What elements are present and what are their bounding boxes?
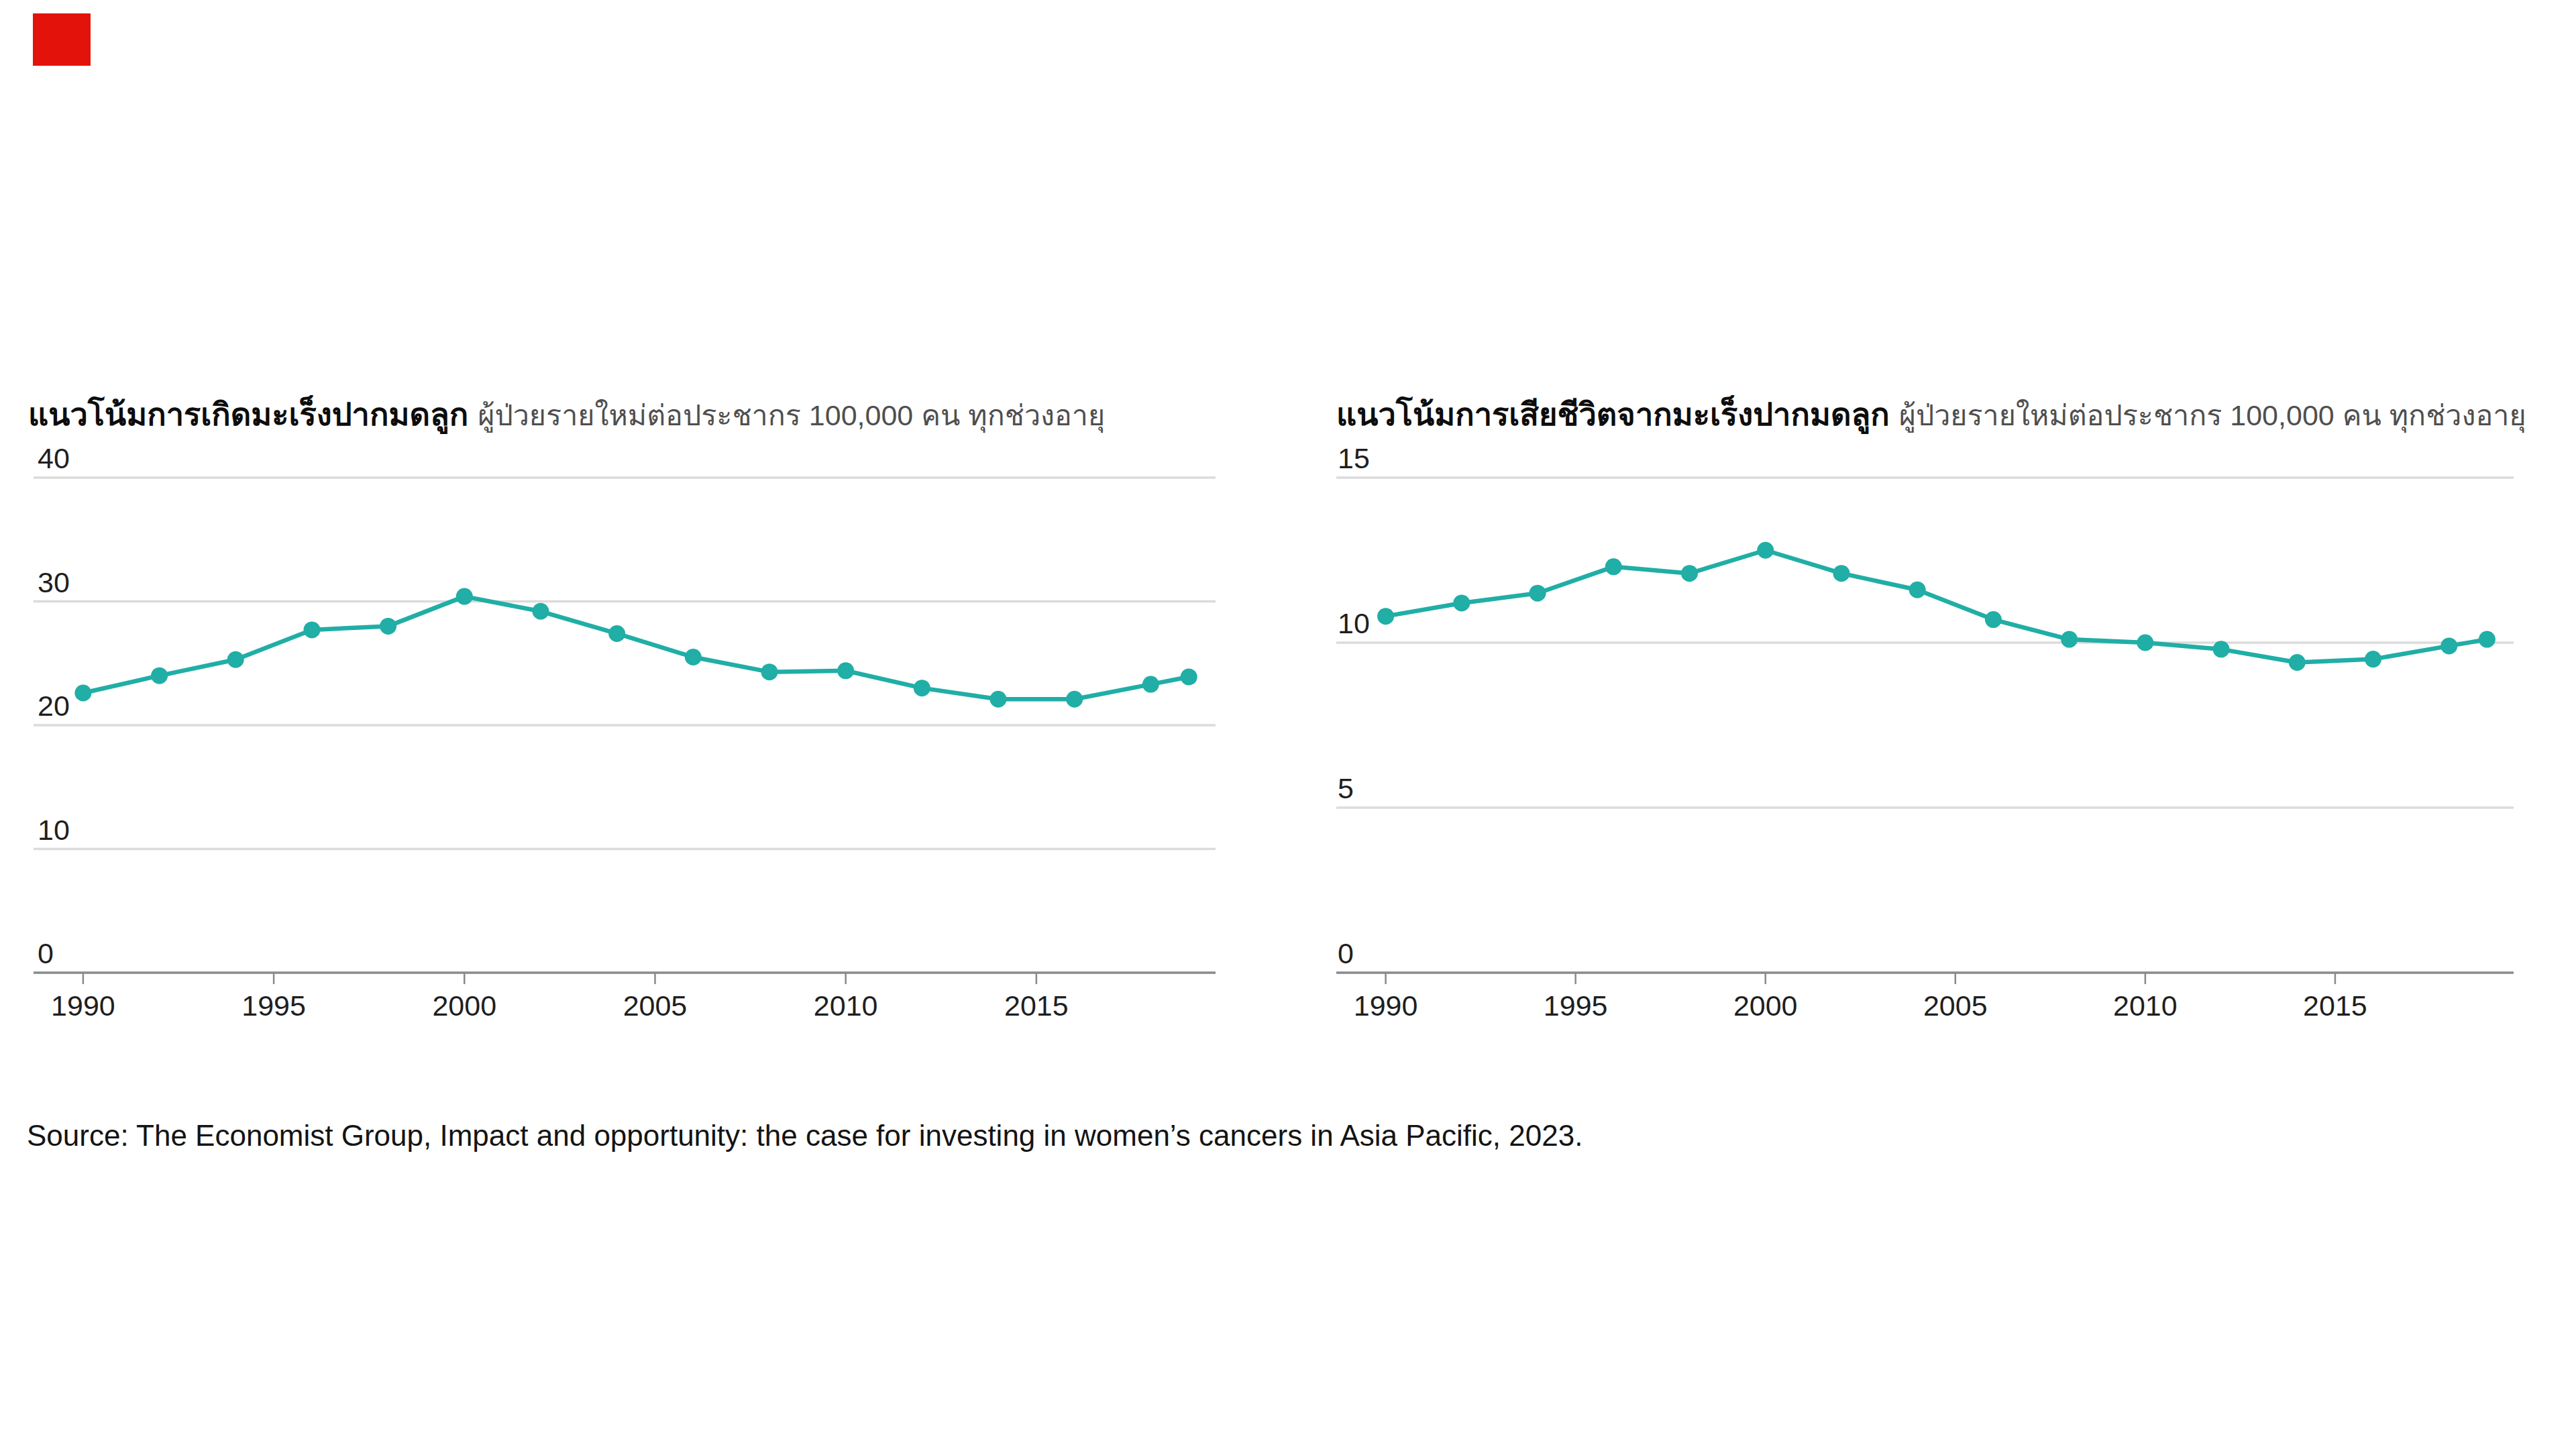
y-tick-label-40: 40 (38, 442, 70, 474)
data-point-2010 (2137, 635, 2153, 651)
data-point-2006 (685, 649, 702, 665)
data-point-2016 (1066, 691, 1083, 708)
data-point-2016 (2365, 651, 2381, 667)
incidence-chart-canvas: 0 10 20 30 40 1990 1995 2000 2005 2010 2015 (27, 429, 1234, 1046)
data-point-1990 (74, 685, 91, 702)
data-point-2010 (837, 662, 854, 679)
data-point-2019 (2479, 631, 2496, 648)
x-tick-label-2010: 2010 (2113, 989, 2178, 1022)
trend-line (1386, 550, 2487, 662)
data-point-2014 (990, 691, 1007, 708)
trend-line (83, 596, 1189, 699)
data-point-1994 (227, 651, 244, 668)
data-point-1990 (1377, 608, 1394, 625)
data-point-1998 (380, 618, 396, 635)
x-tick-label-1995: 1995 (241, 989, 306, 1022)
data-point-2008 (2061, 631, 2078, 648)
source-line: Source: The Economist Group, Impact and … (27, 1119, 1582, 1152)
x-tick-label-2015: 2015 (2303, 989, 2367, 1022)
data-point-2019 (1181, 669, 1197, 686)
data-point-2004 (1909, 582, 1926, 598)
data-point-2002 (1833, 565, 1849, 582)
x-tick-label-2010: 2010 (814, 989, 878, 1022)
economist-red-mark (33, 13, 91, 66)
data-point-2002 (532, 603, 549, 620)
x-tick-label-2005: 2005 (1923, 989, 1988, 1022)
mortality-chart-canvas: 0 5 10 15 1990 1995 2000 2005 2010 2015 (1335, 429, 2549, 1046)
y-tick-label-5: 5 (1338, 772, 1354, 804)
data-point-2000 (1757, 542, 1774, 559)
data-point-2012 (2213, 641, 2230, 657)
x-tick-label-1990: 1990 (51, 989, 115, 1022)
data-point-2004 (608, 625, 625, 642)
y-tick-label-10: 10 (1338, 607, 1370, 639)
incidence-chart-title: แนวโน้มการเกิดมะเร็งปากมดลูก (28, 396, 468, 432)
mortality-chart-subtitle: ผู้ป่วยรายใหม่ต่อประชากร 100,000 คน ทุกช… (1899, 399, 2526, 431)
y-tick-label-0: 0 (38, 937, 54, 969)
x-tick-label-2005: 2005 (623, 989, 688, 1022)
data-point-2018 (1142, 676, 1159, 693)
y-tick-label-10: 10 (38, 814, 70, 846)
data-point-2008 (761, 663, 777, 680)
x-tick-label-1995: 1995 (1544, 989, 1608, 1022)
data-point-2014 (2289, 654, 2306, 671)
mortality-chart-title: แนวโน้มการเสียชีวิตจากมะเร็งปากมดลูก (1336, 396, 1890, 432)
x-tick-label-1990: 1990 (1354, 989, 1418, 1022)
incidence-chart-subtitle: ผู้ป่วยรายใหม่ต่อประชากร 100,000 คน ทุกช… (478, 399, 1105, 431)
y-tick-label-20: 20 (38, 690, 70, 722)
data-point-1996 (303, 621, 320, 638)
y-tick-label-30: 30 (38, 566, 70, 598)
data-point-1996 (1605, 558, 1622, 575)
data-point-2018 (2440, 637, 2457, 654)
y-tick-label-15: 15 (1338, 442, 1370, 474)
data-point-1998 (1681, 565, 1698, 582)
data-point-2000 (456, 588, 473, 605)
x-tick-label-2000: 2000 (1733, 989, 1798, 1022)
data-point-1994 (1529, 585, 1546, 602)
data-point-1992 (151, 667, 168, 684)
data-point-1992 (1453, 594, 1470, 611)
x-tick-label-2000: 2000 (432, 989, 496, 1022)
data-point-2012 (914, 680, 930, 696)
x-tick-label-2015: 2015 (1004, 989, 1069, 1022)
data-point-2006 (1985, 611, 2002, 628)
y-tick-label-0: 0 (1338, 937, 1354, 969)
